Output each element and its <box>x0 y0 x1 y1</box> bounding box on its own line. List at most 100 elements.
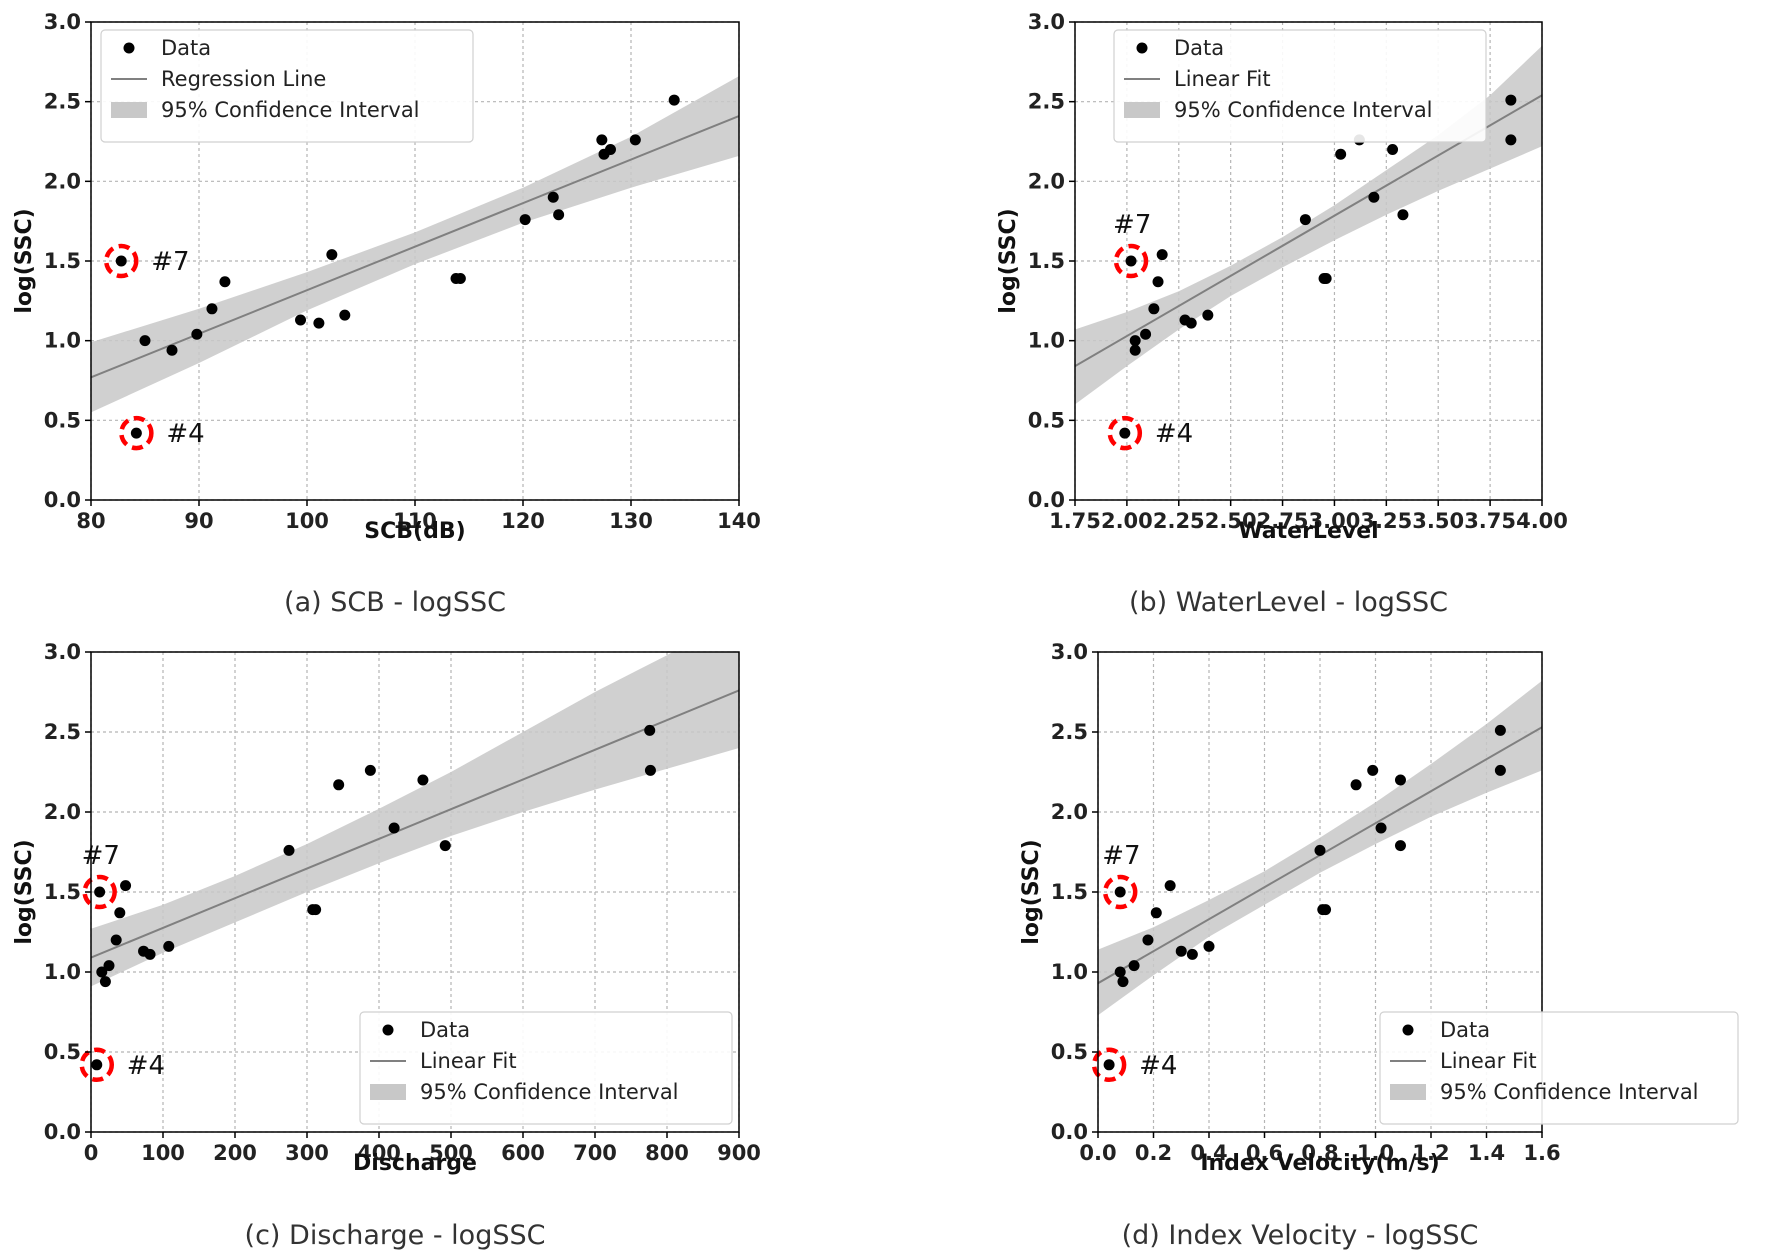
data-point <box>283 844 295 856</box>
data-point <box>130 427 142 439</box>
data-point <box>1494 724 1506 736</box>
legend-box <box>1379 1011 1739 1125</box>
data-point <box>1320 904 1332 916</box>
chart-discharge-logssc: #7 #4 0 100 200 300 400 500 600 700 800 900 0.0 0.5 1.… <box>12 640 761 1251</box>
x-tick-label: 1.75 <box>1049 509 1101 533</box>
legend: Data Linear Fit 95% Confidence Interval <box>1379 1011 1739 1125</box>
data-point <box>644 724 656 736</box>
x-tick-label: 1.0 <box>1357 1141 1394 1165</box>
data-point <box>1152 276 1164 288</box>
data-point <box>668 94 680 106</box>
chart-panel-c: #7 #4 0 100 200 300 400 500 600 700 800 900 0.0 0.5 1.… <box>0 630 886 1259</box>
x-tick-label: 80 <box>76 509 105 533</box>
y-tick-label: 3.0 <box>1028 10 1065 34</box>
legend-entry: Linear Fit <box>1440 1049 1537 1073</box>
outlier-highlight-circle <box>1107 415 1143 451</box>
x-tick-label: 1.2 <box>1412 1141 1449 1165</box>
legend-marker-data <box>123 42 135 54</box>
outlier-highlight-circle <box>119 415 154 451</box>
figure-caption: (b) WaterLevel - logSSC <box>1129 587 1448 618</box>
y-tick-label: 2.0 <box>44 169 81 193</box>
data-point <box>547 191 559 203</box>
legend-marker-data <box>382 1024 394 1036</box>
data-point <box>1150 907 1162 919</box>
outlier-label: #4 <box>127 1051 165 1081</box>
data-point <box>114 907 126 919</box>
chart-panel-d: #7 #4 0.0 0.2 0.4 0.6 0.8 1.0 1.2 1.4 1.6 0.0 0.5 1.0… <box>886 630 1772 1259</box>
y-tick-label: 1.0 <box>44 960 81 984</box>
outlier-highlight-circle <box>103 243 139 279</box>
x-tick-label: 900 <box>717 1141 761 1165</box>
confidence-band <box>1075 45 1542 405</box>
data-point <box>326 249 338 261</box>
x-tick-label: 2.50 <box>1205 509 1257 533</box>
data-point <box>1335 148 1347 160</box>
data-point <box>166 344 178 356</box>
y-tick-label: 1.5 <box>1051 880 1088 904</box>
legend-marker-ci <box>111 102 147 118</box>
x-tick-label: 4.00 <box>1516 509 1568 533</box>
x-tick-label: 2.00 <box>1101 509 1153 533</box>
data-point <box>1117 976 1129 988</box>
legend-entry: Data <box>420 1018 470 1042</box>
data-point <box>1350 779 1362 791</box>
outlier-highlight-circle <box>82 874 117 910</box>
outlier-highlight-circle <box>1091 1047 1127 1083</box>
outlier-highlight-circle <box>1102 874 1138 910</box>
data-point <box>1156 249 1168 261</box>
data-point <box>1129 344 1141 356</box>
y-tick-label: 2.0 <box>44 800 81 824</box>
data-point <box>94 886 106 898</box>
y-tick-label: 0.5 <box>1051 1040 1088 1064</box>
x-axis-label: SCB(dB) <box>364 519 465 544</box>
legend: Data Regression Line 95% Confidence Interv… <box>100 29 474 143</box>
data-point <box>364 764 376 776</box>
data-point <box>439 840 451 852</box>
legend-entry: 95% Confidence Interval <box>1174 98 1433 122</box>
legend-entry: 95% Confidence Interval <box>161 98 420 122</box>
legend-box <box>1113 29 1487 143</box>
data-point <box>295 314 307 326</box>
data-point <box>333 779 345 791</box>
y-tick-label: 2.0 <box>1051 800 1088 824</box>
outlier-label: #7 <box>1113 210 1151 240</box>
data-point <box>596 134 608 146</box>
legend-entry: Data <box>161 36 211 60</box>
y-tick-label: 0.0 <box>44 488 81 512</box>
data-point <box>115 255 127 267</box>
legend-marker-data <box>1402 1024 1414 1036</box>
x-tick-label: 140 <box>717 509 761 533</box>
legend-marker-ci <box>370 1084 406 1100</box>
figure-caption: (c) Discharge - logSSC <box>245 1220 546 1251</box>
data-point <box>1505 94 1517 106</box>
y-tick-label: 0.0 <box>44 1120 81 1144</box>
outlier-label: #4 <box>1155 419 1193 449</box>
data-point <box>1119 427 1131 439</box>
y-axis-label: log(SSC) <box>12 208 37 313</box>
data-point <box>553 209 565 221</box>
data-point <box>1129 335 1141 347</box>
data-point <box>339 309 351 321</box>
y-tick-label: 2.5 <box>44 720 81 744</box>
x-axis-label: WaterLevel <box>1238 519 1378 544</box>
data-point <box>191 328 203 340</box>
data-point <box>139 335 151 347</box>
legend-box <box>100 29 474 143</box>
y-tick-label: 1.5 <box>1028 249 1065 273</box>
data-point <box>417 774 429 786</box>
data-point <box>1494 764 1506 776</box>
x-tick-label: 90 <box>184 509 213 533</box>
data-point <box>1164 880 1176 892</box>
chart-scb-logssc: #7 #4 80 90 100 110 120 130 140 0.0 0.5 1.0 1.5 2.0 2.… <box>12 10 761 618</box>
x-tick-label: 2.75 <box>1257 509 1309 533</box>
legend-entry: Regression Line <box>161 67 326 91</box>
x-tick-label: 0.2 <box>1135 1141 1172 1165</box>
data-point <box>604 143 616 155</box>
data-point <box>1368 191 1380 203</box>
confidence-band <box>91 76 739 413</box>
data-point <box>1394 840 1406 852</box>
y-tick-label: 1.5 <box>44 249 81 273</box>
y-tick-label: 0.0 <box>1051 1120 1088 1144</box>
chart-index-velocity-logssc: #7 #4 0.0 0.2 0.4 0.6 0.8 1.0 1.2 1.4 1.6 0.0 0.5 1.0… <box>1019 640 1739 1251</box>
data-point <box>1397 209 1409 221</box>
